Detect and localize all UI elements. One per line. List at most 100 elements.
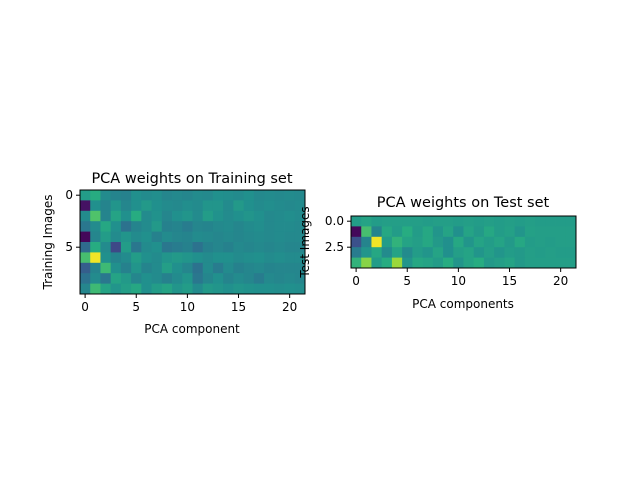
training-heatmap-cell [151, 231, 163, 243]
test-heatmap-cell [473, 216, 485, 227]
training-heatmap-cell [100, 200, 112, 212]
training-heatmap-cell [100, 252, 112, 264]
training-heatmap-cell [110, 252, 122, 264]
training-heatmap-cell [182, 210, 193, 222]
training-heatmap-cell [100, 262, 112, 274]
training-heatmap-cell [243, 190, 255, 201]
training-y-tick-label: 0 [65, 188, 73, 202]
test-heatmap-cell [483, 247, 495, 258]
test-heatmap-cell [463, 226, 475, 238]
training-heatmap-cell [212, 252, 224, 264]
training-heatmap-cell [284, 231, 296, 243]
training-heatmap-cell [264, 200, 275, 212]
training-heatmap-cell [120, 262, 132, 274]
test-heatmap-cell [391, 236, 403, 248]
training-heatmap-cell [274, 252, 285, 264]
training-heatmap-cell [182, 190, 193, 201]
training-heatmap-cell [151, 200, 163, 212]
training-heatmap-cell [110, 200, 122, 212]
training-heatmap-cell [120, 242, 132, 253]
test-heatmap-cell [432, 216, 444, 227]
test-heatmap-cell [514, 257, 526, 269]
training-heatmap-cell [172, 262, 183, 274]
training-heatmap-cell [192, 221, 204, 232]
training-heatmap-cell [212, 242, 224, 253]
training-x-ticks: 0 5 10 15 20 [81, 294, 297, 314]
test-heatmap-cell [432, 257, 444, 269]
training-heatmap-cell [233, 283, 245, 295]
test-heatmap-cell [545, 247, 556, 258]
test-heatmap-cell [351, 247, 362, 258]
training-heatmap-cell [233, 252, 245, 264]
training-heatmap-cell [264, 231, 275, 243]
test-heatmap-cell [412, 257, 423, 269]
training-heatmap-cell [131, 252, 142, 264]
test-heatmap-cell [402, 257, 413, 269]
training-heatmap-cell [202, 210, 214, 222]
training-heatmap-title: PCA weights on Training set [91, 171, 292, 187]
test-heatmap-cell [351, 226, 362, 238]
training-heatmap-cell [202, 273, 214, 284]
test-heatmap-cell [361, 257, 372, 269]
training-heatmap-cell [131, 262, 142, 274]
training-heatmap-cell [212, 210, 224, 222]
training-heatmap-cell [100, 190, 112, 201]
training-heatmap-cell [212, 262, 224, 274]
training-heatmap-cell [274, 210, 285, 222]
training-heatmap-cell [90, 210, 101, 222]
test-heatmap-cell [391, 247, 403, 258]
training-heatmap-cell [294, 200, 306, 212]
training-heatmap-cell [90, 283, 101, 295]
training-heatmap-cell [110, 273, 122, 284]
test-heatmap-cell [422, 216, 434, 227]
training-heatmap-cell [161, 273, 173, 284]
test-x-tick-label: 0 [352, 274, 360, 288]
training-heatmap-cell [161, 221, 173, 232]
training-heatmap-cell [100, 283, 112, 295]
training-heatmap-cell [172, 242, 183, 253]
training-heatmap-cell [90, 273, 101, 284]
test-heatmap-cells [351, 216, 577, 269]
training-heatmap-cell [131, 190, 142, 201]
training-heatmap-cell [223, 262, 234, 274]
training-heatmap-cell [90, 252, 101, 264]
training-heatmap-cell [253, 231, 265, 243]
training-heatmap-cell [141, 200, 152, 212]
test-heatmap-cell [494, 236, 505, 248]
training-heatmap-cell [243, 283, 255, 295]
training-heatmap-cell [253, 283, 265, 295]
training-heatmap-cell [264, 190, 275, 201]
test-heatmap-cell [535, 216, 546, 227]
training-heatmap-cells [80, 190, 306, 295]
training-x-axis-label: PCA component [144, 322, 240, 336]
test-heatmap-cell [504, 216, 516, 227]
training-heatmap-cell [100, 231, 112, 243]
training-heatmap-cell [141, 210, 152, 222]
training-heatmap-cell [253, 221, 265, 232]
training-heatmap-cell [223, 221, 234, 232]
training-heatmap-cell [192, 231, 204, 243]
training-heatmap-cell [294, 283, 306, 295]
training-x-tick-label: 0 [81, 300, 89, 314]
training-heatmap-cell [80, 210, 91, 222]
test-heatmap-cell [524, 226, 536, 238]
training-heatmap-cell [243, 210, 255, 222]
training-heatmap-cell [223, 231, 234, 243]
training-heatmap-cell [161, 252, 173, 264]
test-heatmap-cell [565, 247, 577, 258]
test-heatmap-cell [555, 236, 567, 248]
test-heatmap-cell [361, 226, 372, 238]
training-heatmap-cell [264, 242, 275, 253]
training-heatmap-cell [161, 200, 173, 212]
training-heatmap-cell [253, 210, 265, 222]
test-heatmap-cell [463, 257, 475, 269]
test-heatmap-cell [412, 216, 423, 227]
training-heatmap-cell [294, 190, 306, 201]
training-y-axis-label: Training Images [41, 195, 55, 291]
training-heatmap-cell [120, 231, 132, 243]
test-heatmap-title: PCA weights on Test set [377, 195, 550, 211]
test-heatmap-cell [524, 236, 536, 248]
training-heatmap-cell [120, 190, 132, 201]
training-heatmap-cell [110, 262, 122, 274]
test-heatmap-cell [402, 226, 413, 238]
